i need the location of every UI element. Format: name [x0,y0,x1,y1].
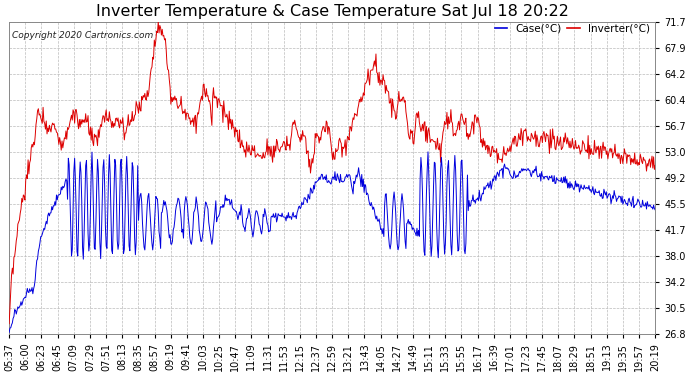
Legend: Case(°C), Inverter(°C): Case(°C), Inverter(°C) [491,20,654,38]
Title: Inverter Temperature & Case Temperature Sat Jul 18 20:22: Inverter Temperature & Case Temperature … [96,4,569,19]
Text: Copyright 2020 Cartronics.com: Copyright 2020 Cartronics.com [12,31,154,40]
